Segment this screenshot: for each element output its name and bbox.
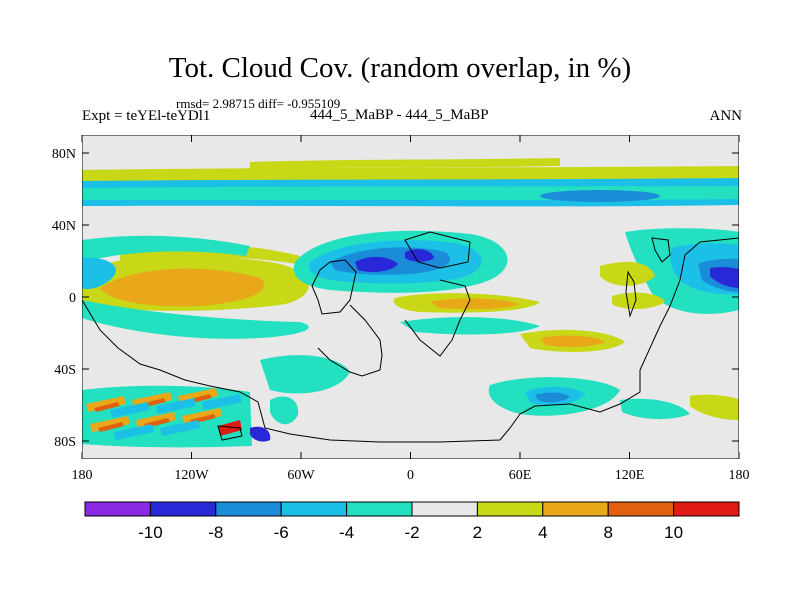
colorbar-label: 10	[664, 523, 683, 542]
wave-negative-cells	[110, 394, 242, 440]
y-tick-label: 0	[69, 291, 76, 306]
wave-positive-cells	[86, 388, 222, 432]
dateline-negative	[82, 257, 116, 290]
x-tick-label: 0	[407, 468, 414, 483]
wave-strong-positive-cells	[94, 394, 216, 432]
colorbar-swatch	[542, 501, 609, 517]
continental-outline	[82, 237, 739, 443]
colorbar-swatch	[346, 501, 413, 517]
atlantic-positive-core	[430, 298, 520, 310]
colorbar-label: 2	[473, 523, 482, 542]
colorbar-swatch	[476, 501, 544, 517]
x-tick-label: 120E	[615, 468, 645, 483]
stats-label: rmsd= 2.98715 diff= -0.955109	[176, 96, 341, 111]
south-pacific-negative	[82, 300, 309, 339]
colorbar-swatch	[149, 501, 217, 517]
southern-ocean-negative-core	[535, 392, 570, 403]
tropical-negative-core	[355, 256, 398, 272]
x-tick-label: 180	[729, 468, 750, 483]
colorbar-swatch	[215, 501, 282, 517]
south-america-outline	[317, 304, 383, 377]
x-tick-label: 180	[72, 468, 93, 483]
chart-title: Tot. Cloud Cov. (random overlap, in %)	[168, 52, 632, 84]
south-america-negative	[260, 355, 350, 394]
experiment-label: Expt = teYEl-teYDl1	[82, 108, 211, 124]
colorbar-label: -8	[208, 523, 223, 542]
high-lat-positive	[250, 158, 560, 169]
colorbar-label: 8	[603, 523, 612, 542]
colorbar-swatch	[607, 501, 675, 517]
colorbar-label: -2	[404, 523, 419, 542]
wave-max-cell	[218, 420, 242, 436]
indochina-outline	[625, 270, 637, 318]
y-tick-label: 40N	[52, 219, 76, 234]
south-indian-negative	[620, 398, 690, 420]
south-east-positive	[690, 394, 739, 420]
colorbar: -10 -8 -6 -4 -2 2 4 8 10	[84, 501, 740, 542]
east-asia-outline	[651, 237, 671, 263]
colorbar-swatch	[84, 501, 151, 517]
indian-ocean-negative	[400, 317, 540, 335]
west-pacific-negative-core	[710, 267, 739, 288]
colorbar-swatch	[280, 501, 348, 517]
y-axis: 80N 40N 0 40S 80S	[52, 147, 739, 450]
colorbar-label: -10	[138, 523, 163, 542]
x-tick-label: 60E	[509, 468, 532, 483]
arctic-core	[540, 190, 660, 202]
colorbar-swatch	[411, 501, 478, 517]
colorbar-swatch	[673, 501, 740, 517]
x-tick-label: 60W	[287, 468, 315, 483]
x-axis: 180 120W 60W 0 60E 120E 180	[72, 135, 750, 483]
coastlines	[82, 231, 739, 443]
y-tick-label: 40S	[54, 363, 76, 378]
drake-passage-negative	[270, 396, 299, 425]
contour-field	[82, 135, 739, 459]
y-tick-label: 80S	[54, 435, 76, 450]
x-tick-label: 120W	[174, 468, 209, 483]
y-tick-label: 80N	[52, 147, 76, 162]
colorbar-label: 4	[538, 523, 547, 542]
mediterranean-outline	[404, 231, 471, 269]
indian-ocean-positive-core	[540, 335, 605, 347]
colorbar-label: -6	[274, 523, 289, 542]
antarctic-peninsula-outline	[217, 425, 243, 441]
south-west-pacific-positive	[612, 292, 665, 309]
wave-min-cell	[250, 426, 271, 442]
africa-outline	[404, 279, 471, 357]
central-america-outline	[311, 259, 357, 315]
season-label: ANN	[709, 108, 743, 124]
pacific-negative-streak	[82, 235, 250, 262]
arctic-positive-band	[82, 166, 739, 181]
east-pacific-orange	[100, 268, 265, 307]
case-label: 444_5_MaBP - 444_5_MaBP	[310, 107, 489, 123]
colorbar-label: -4	[339, 523, 354, 542]
